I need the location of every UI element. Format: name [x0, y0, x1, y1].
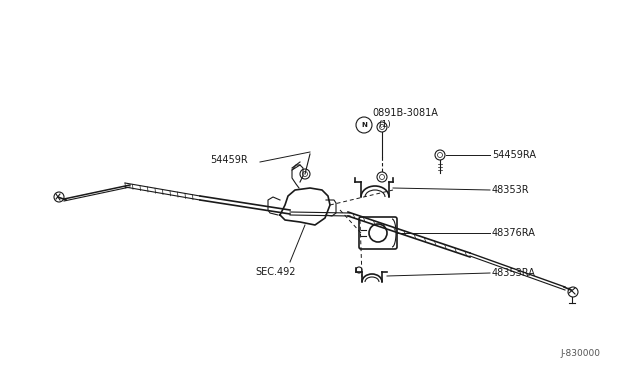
Text: N: N	[361, 122, 367, 128]
Text: 54459RA: 54459RA	[492, 150, 536, 160]
Text: 48353R: 48353R	[492, 185, 530, 195]
Text: (1): (1)	[378, 119, 391, 128]
Text: SEC.492: SEC.492	[255, 267, 296, 277]
Text: 0891B-3081A: 0891B-3081A	[372, 108, 438, 118]
Text: J-830000: J-830000	[560, 349, 600, 358]
Text: 48353RA: 48353RA	[492, 268, 536, 278]
Text: 54459R: 54459R	[210, 155, 248, 165]
Text: 48376RA: 48376RA	[492, 228, 536, 238]
